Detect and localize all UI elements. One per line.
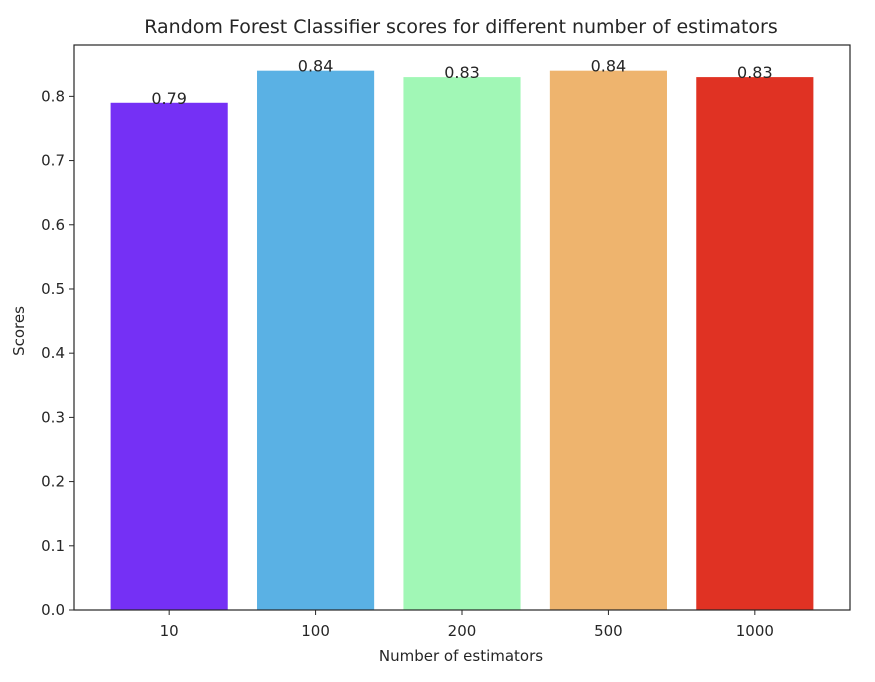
bar-500 [549, 70, 667, 611]
x-tick-label-200: 200 [448, 622, 477, 640]
bar-200 [403, 77, 521, 611]
data-label-200: 0.83 [444, 63, 480, 82]
data-label-1000: 0.83 [737, 63, 773, 82]
y-tick-label-4: 0.4 [41, 344, 65, 362]
y-axis-label: Scores [10, 306, 28, 356]
axes-frame [73, 44, 851, 611]
x-tick-label-100: 100 [301, 622, 330, 640]
y-tick-label-5: 0.5 [41, 280, 65, 298]
plot-area: 0.79 10 0.84 100 0.83 200 0.84 500 0.83 1000 0.0 0.… [41, 44, 851, 640]
bar-100 [257, 70, 375, 611]
x-tick-label-1000: 1000 [736, 622, 774, 640]
bar-1000 [696, 77, 814, 611]
x-axis-label: Number of estimators [379, 647, 543, 665]
data-label-10: 0.79 [151, 89, 187, 108]
data-label-100: 0.84 [298, 57, 334, 76]
chart-title: Random Forest Classifier scores for diff… [144, 16, 778, 38]
y-tick-label-7: 0.7 [41, 152, 65, 170]
x-tick-label-500: 500 [594, 622, 623, 640]
y-tick-label-1: 0.1 [41, 537, 65, 555]
x-tick-label-10: 10 [160, 622, 179, 640]
y-tick-label-0: 0.0 [41, 601, 65, 619]
y-tick-label-8: 0.8 [41, 87, 65, 105]
bar-10 [110, 102, 228, 610]
data-label-500: 0.84 [591, 57, 627, 76]
y-tick-label-3: 0.3 [41, 408, 65, 426]
y-tick-label-2: 0.2 [41, 473, 65, 491]
y-tick-label-6: 0.6 [41, 216, 65, 234]
